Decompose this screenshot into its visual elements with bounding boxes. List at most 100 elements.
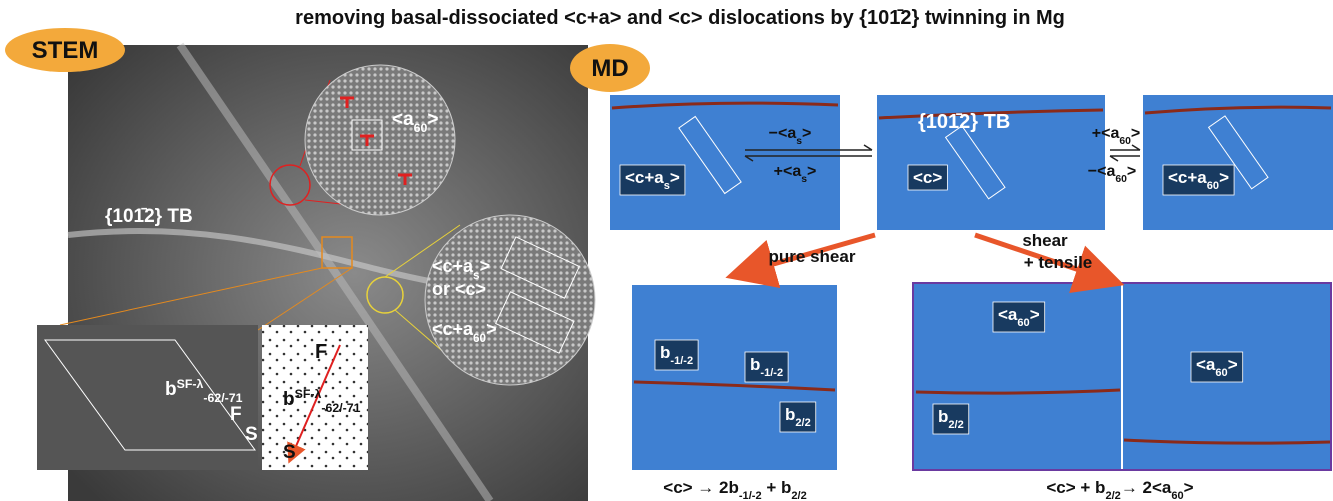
burgers-box	[500, 236, 580, 299]
inset-label-part: SF-λ	[295, 387, 322, 401]
stem-label: or <c>	[432, 279, 486, 299]
zoom-box	[321, 236, 353, 269]
panel-label-bg	[1190, 351, 1244, 383]
equation-part: <c> + b	[1046, 478, 1105, 497]
inset-label: bSF-λ-62/-71	[165, 377, 243, 405]
equation-part: -1/-2	[739, 490, 762, 501]
equation-part: >	[1184, 478, 1194, 497]
panel-label-part: 2/2	[795, 417, 810, 429]
tb-label: {101̄2} TB	[105, 206, 193, 227]
panel-label-part: <a	[998, 305, 1018, 324]
burgers-circuit	[44, 339, 256, 451]
panel-label-part: -1/-2	[670, 355, 693, 367]
inset-label: S	[245, 424, 258, 445]
equation-part: <c> → 2b	[663, 478, 739, 497]
equation: <c> + b2/2→ 2<a60>	[1046, 478, 1193, 501]
panel-label-bg	[619, 164, 686, 196]
arrow-label: +<as>	[774, 163, 817, 185]
inset-label-part: -62/-71	[321, 401, 360, 415]
core-boxes	[678, 115, 1269, 200]
panel-label-part: 60	[1207, 180, 1219, 192]
panel-label-part: >	[1030, 305, 1040, 324]
inset-label-part: -62/-71	[203, 391, 242, 405]
inset-label: S	[283, 442, 296, 463]
badge: STEM	[32, 37, 99, 64]
panel-label-part: <c+a	[625, 168, 664, 187]
stem-label-part: >	[480, 256, 491, 276]
equilibrium-arrows	[744, 144, 1141, 162]
panel-label-part: b	[938, 407, 948, 426]
panel-label-part: b	[750, 355, 760, 374]
arrow-label-part: >	[807, 163, 816, 180]
arrow-label-part: s	[801, 174, 807, 185]
panel-label-part: >	[1228, 355, 1238, 374]
panel-label: <a60>	[1196, 355, 1238, 379]
panel-label-bg	[1162, 164, 1235, 196]
path-label: + tensile	[1024, 253, 1093, 272]
panel-label-part: -1/-2	[760, 367, 783, 379]
panel-label-part: 60	[1215, 367, 1227, 379]
panel-label-bg	[744, 351, 789, 383]
arrow-label-part: −<a	[1088, 163, 1116, 180]
zoom-line	[384, 224, 461, 278]
panel-label-part: s	[664, 180, 670, 192]
boundary-band	[176, 42, 494, 501]
inset-label: F	[230, 404, 242, 425]
panel-label: <a60>	[998, 305, 1040, 329]
stem-label-part: <c+a	[432, 256, 474, 276]
stem-badge-bg	[5, 28, 125, 72]
panel-label-bg	[907, 164, 948, 191]
arrow-label-part: 60	[1119, 136, 1131, 147]
panel-label: b-1/-2	[660, 343, 693, 367]
panel-label-part: 2/2	[948, 419, 963, 431]
panel-label: b2/2	[785, 405, 811, 429]
stem-label-part: 60	[473, 332, 487, 345]
panel-label: <c>	[913, 168, 942, 187]
burgers-box	[351, 119, 383, 151]
inset-label-part: b	[283, 389, 295, 410]
panel-label-bg	[932, 403, 970, 435]
stem-label-part: >	[427, 109, 438, 130]
hrtem-circle	[304, 64, 456, 216]
panel-label: <c+a60>	[1168, 168, 1229, 192]
panel-label-part: >	[1219, 168, 1229, 187]
panel-label: <c+as>	[625, 168, 680, 192]
panel-label-part: >	[670, 168, 680, 187]
panel-label-part: b	[660, 343, 670, 362]
path-label: shear	[1022, 231, 1068, 250]
panel-label: b2/2	[938, 407, 964, 431]
path-arrow	[725, 232, 876, 289]
inset-label-part: SF-λ	[177, 377, 204, 391]
zoom-circle	[269, 164, 311, 206]
stem-label-part: <a	[392, 109, 414, 130]
path-label: pure shear	[769, 247, 856, 266]
arrow-label-part: s	[796, 136, 802, 147]
zoom-line	[257, 267, 353, 331]
arrow-label: +<a60>	[1092, 125, 1141, 147]
defect-lines	[611, 101, 1332, 445]
tb-label: {101̄2} TB	[918, 111, 1010, 133]
panel-label-bg	[779, 401, 817, 433]
stem-label: <c+a60>	[432, 319, 497, 345]
arrow-label-part: −<a	[769, 125, 797, 142]
inset-label: F	[315, 341, 327, 363]
title: removing basal-dissociated <c+a> and <c>…	[295, 7, 1065, 29]
arrow-label-part: +<a	[774, 163, 802, 180]
zoom-line	[59, 267, 323, 326]
stem-label-part: >	[486, 319, 497, 339]
arrow-label: −<as>	[769, 125, 812, 147]
panel-label-part: <a	[1196, 355, 1216, 374]
inset-image	[37, 325, 258, 470]
equation-part: 60	[1171, 490, 1183, 501]
stem-label: <c+as>	[432, 256, 490, 282]
panel-label-part: 60	[1017, 317, 1029, 329]
md-badge-bg	[570, 44, 650, 92]
equation-part: → 2<a	[1121, 478, 1172, 497]
arrow-label-part: +<a	[1092, 125, 1120, 142]
arrow-label: −<a60>	[1088, 163, 1137, 185]
equation-part: + b	[762, 478, 792, 497]
burgers-vector	[287, 344, 341, 464]
badge: MD	[591, 55, 628, 82]
arrow-label-part: >	[1131, 125, 1140, 142]
